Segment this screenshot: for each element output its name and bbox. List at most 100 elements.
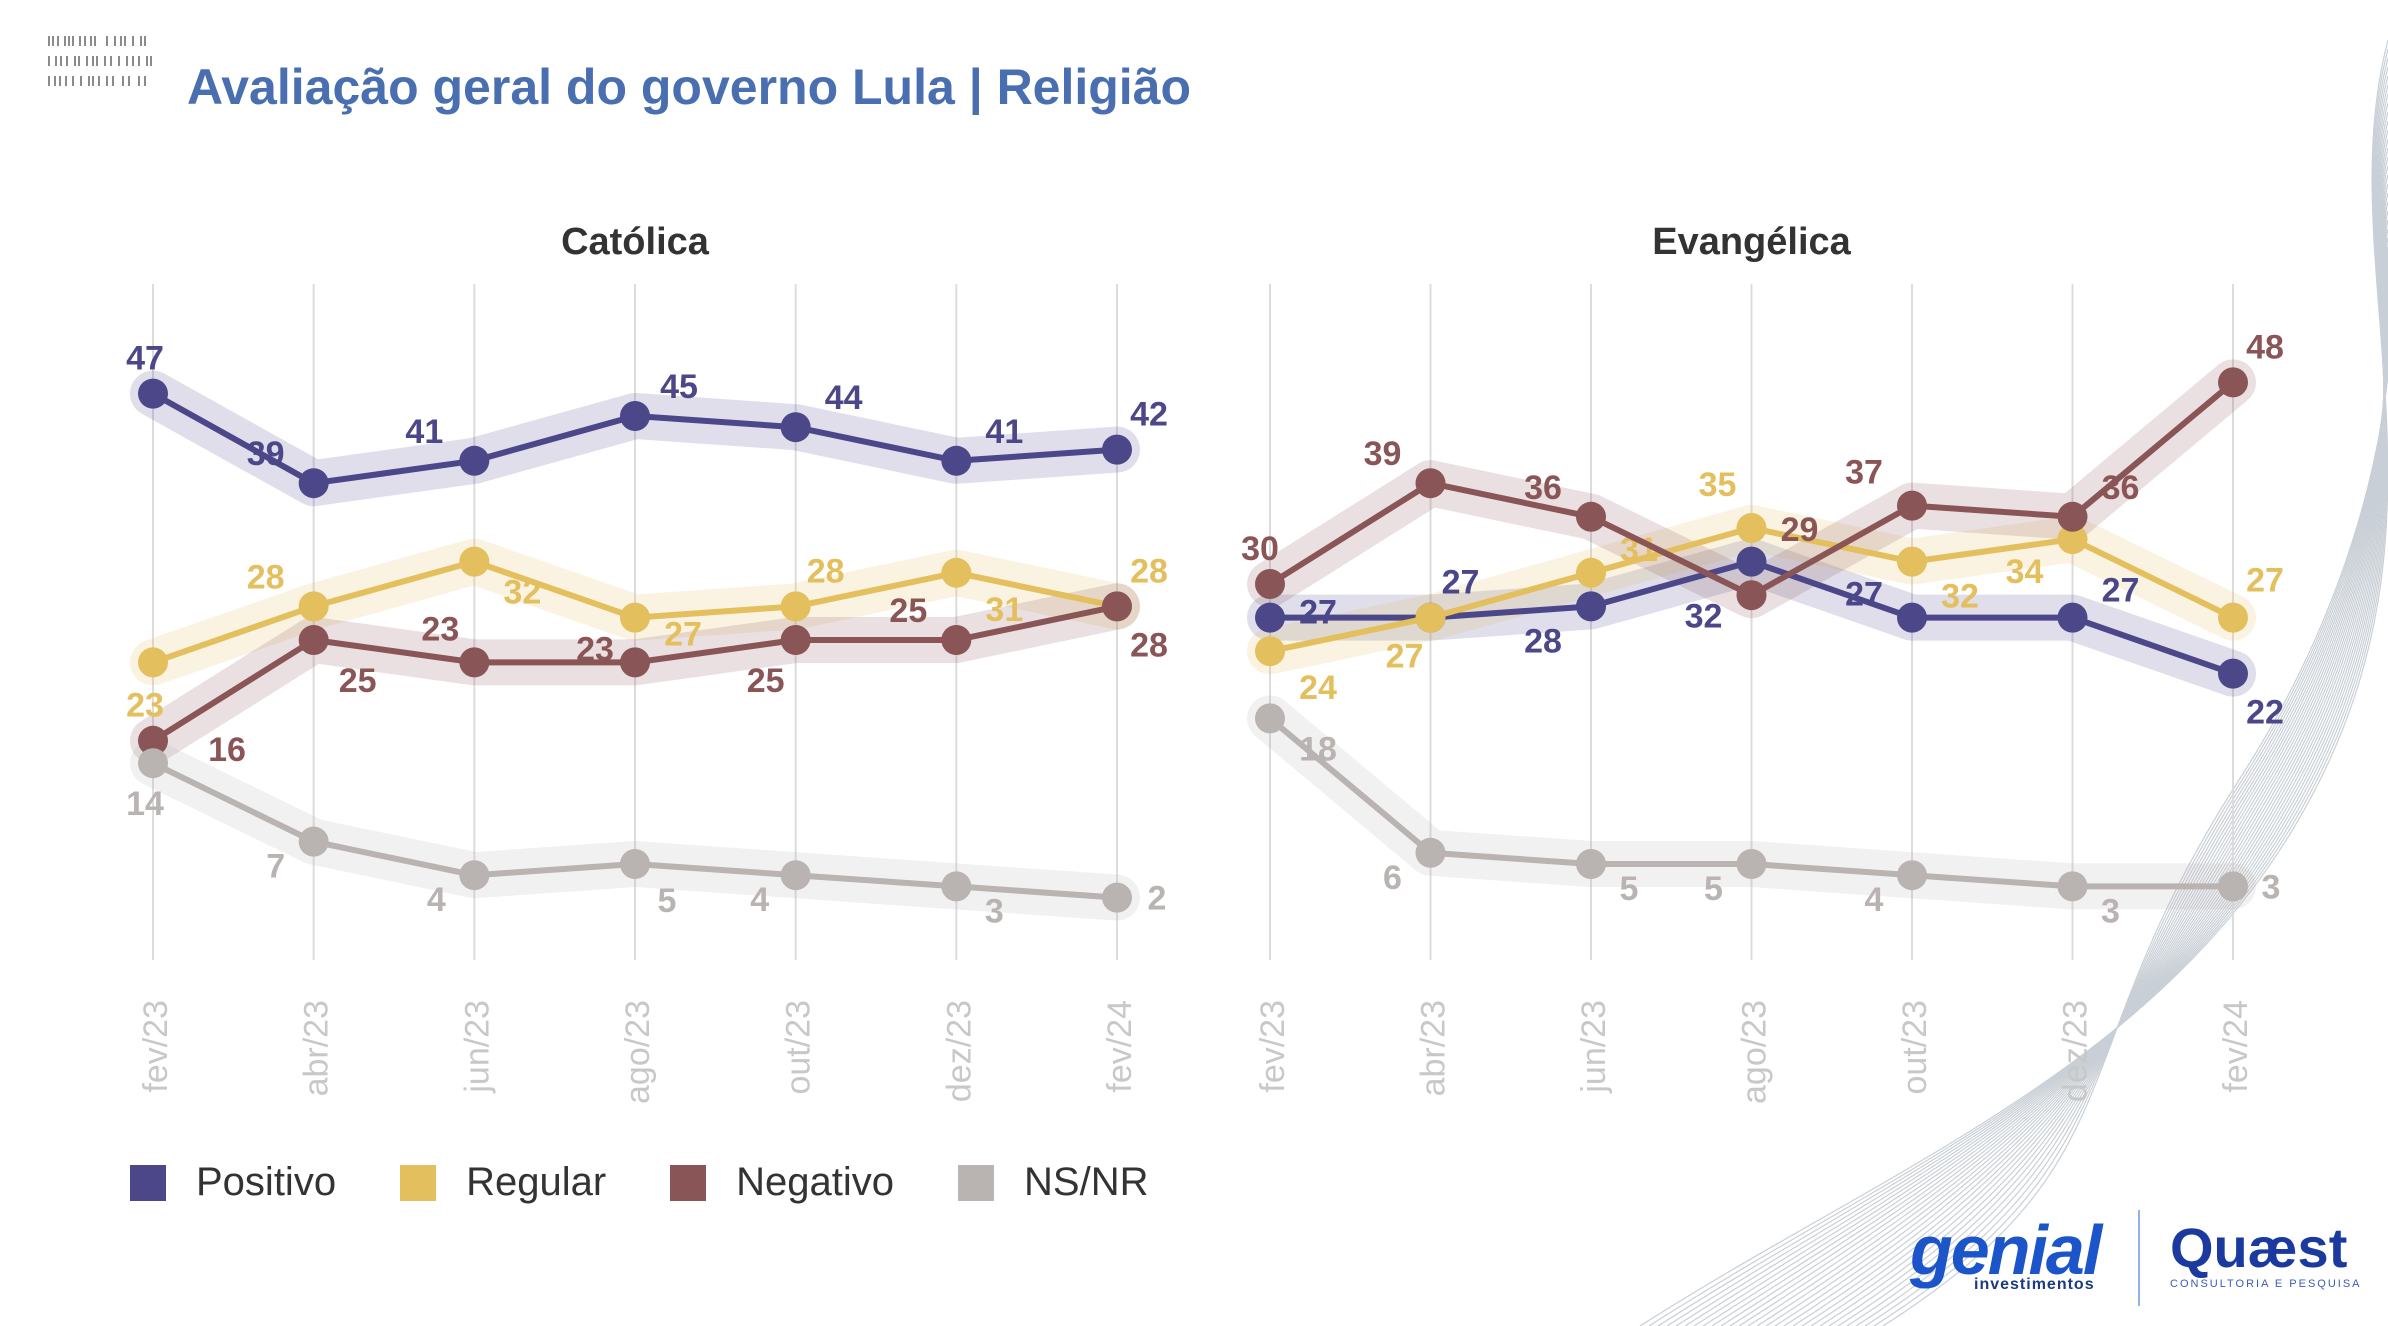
decorative-mark bbox=[126, 56, 128, 66]
data-label: 4 bbox=[750, 881, 769, 919]
decorative-mark bbox=[92, 76, 94, 86]
data-point bbox=[620, 849, 650, 879]
data-label: 4 bbox=[427, 881, 446, 919]
data-label: 47 bbox=[126, 340, 164, 378]
decorative-mark bbox=[128, 76, 130, 86]
data-label: 3 bbox=[2101, 892, 2120, 930]
legend-item-positivo: Positivo bbox=[130, 1160, 336, 1205]
legend-swatch-nsnr bbox=[958, 1164, 995, 1201]
decorative-wave-line bbox=[1882, 281, 2388, 1326]
data-point bbox=[459, 445, 490, 476]
decorative-mark bbox=[132, 56, 134, 66]
data-label: 5 bbox=[1620, 870, 1639, 908]
decorative-mark bbox=[68, 36, 70, 46]
x-tick-label: fev/23 bbox=[1254, 1000, 1292, 1093]
data-point bbox=[2218, 367, 2248, 398]
data-point bbox=[2057, 501, 2088, 532]
decorative-mark bbox=[120, 36, 122, 46]
decorative-mark bbox=[80, 76, 82, 86]
legend-label: Positivo bbox=[196, 1160, 337, 1204]
data-point bbox=[941, 445, 972, 476]
data-point bbox=[1255, 703, 1285, 734]
decorative-mark bbox=[66, 56, 68, 66]
data-label: 18 bbox=[1299, 730, 1337, 768]
data-label: 24 bbox=[1299, 669, 1337, 707]
data-point bbox=[138, 378, 168, 409]
data-point bbox=[1576, 557, 1606, 588]
decorative-mark bbox=[48, 76, 50, 86]
genial-logo: genial investimentos bbox=[1910, 1211, 2110, 1298]
x-tick-label: ago/23 bbox=[619, 1000, 657, 1104]
data-point bbox=[2218, 602, 2248, 633]
data-point bbox=[1736, 546, 1767, 577]
data-point bbox=[1576, 591, 1606, 622]
data-point bbox=[1736, 849, 1767, 879]
data-label: 23 bbox=[576, 630, 614, 668]
decorative-mark bbox=[65, 76, 67, 86]
data-label: 27 bbox=[1386, 638, 1424, 676]
decorative-wave-line bbox=[1846, 246, 2388, 1326]
decorative-mark bbox=[112, 76, 114, 86]
legend-item-nsnr: NS/NR bbox=[958, 1160, 1148, 1205]
decorative-mark bbox=[72, 36, 74, 46]
data-label: 39 bbox=[247, 435, 285, 473]
decorative-mark bbox=[138, 56, 140, 66]
data-label: 27 bbox=[2102, 572, 2140, 610]
data-point bbox=[2218, 871, 2248, 902]
data-point bbox=[298, 468, 329, 499]
x-tick-label: abr/23 bbox=[1415, 1000, 1453, 1096]
data-label: 3 bbox=[985, 892, 1004, 930]
decorative-mark bbox=[144, 76, 146, 86]
decorative-wave-line bbox=[1801, 201, 2388, 1326]
data-label: 28 bbox=[807, 552, 845, 590]
decorative-mark bbox=[55, 56, 57, 66]
data-label: 35 bbox=[1699, 466, 1737, 504]
data-label: 14 bbox=[126, 785, 164, 823]
x-tick-label: dez/23 bbox=[940, 1000, 978, 1102]
genial-logo-text: genial bbox=[1910, 1211, 2102, 1289]
data-label: 30 bbox=[1241, 530, 1279, 568]
data-label: 41 bbox=[405, 413, 443, 451]
decorative-mark bbox=[86, 56, 88, 66]
data-point bbox=[1255, 602, 1285, 633]
x-tick-label: fev/23 bbox=[137, 1000, 175, 1093]
data-point bbox=[298, 591, 329, 622]
legend-label: NS/NR bbox=[1024, 1160, 1149, 1204]
data-point bbox=[2057, 602, 2088, 633]
x-tick-label: out/23 bbox=[780, 1000, 818, 1095]
data-point bbox=[941, 557, 972, 588]
decorative-mark bbox=[150, 56, 152, 66]
decorative-mark bbox=[57, 36, 59, 46]
data-point bbox=[941, 871, 972, 902]
decorative-mark bbox=[64, 36, 66, 46]
genial-logo-subtitle: investimentos bbox=[1974, 1276, 2095, 1293]
data-label: 31 bbox=[985, 591, 1023, 629]
data-point bbox=[298, 826, 329, 857]
data-point bbox=[1736, 513, 1767, 543]
decorative-mark bbox=[74, 56, 76, 66]
data-point bbox=[459, 860, 490, 891]
data-point bbox=[1415, 602, 1446, 633]
decorative-mark bbox=[118, 56, 120, 66]
data-label: 4 bbox=[1865, 881, 1884, 919]
x-tick-label: jun/23 bbox=[458, 1000, 496, 1094]
data-label: 22 bbox=[2246, 694, 2284, 732]
decorative-mark bbox=[48, 56, 50, 66]
data-point bbox=[1897, 860, 1927, 891]
legend-swatch-negativo bbox=[670, 1164, 707, 1201]
data-label: 29 bbox=[1781, 511, 1819, 549]
data-point bbox=[620, 401, 650, 431]
chart-title: Evangélica bbox=[1652, 221, 1851, 263]
x-tick-label: jun/23 bbox=[1575, 1000, 1613, 1094]
x-tick-label: abr/23 bbox=[298, 1000, 336, 1096]
data-label: 36 bbox=[2102, 469, 2140, 507]
chart-panel-evangelica: Evangélica fev/23 abr/23 jun/23 ago/23 out/23… bbox=[1241, 221, 2284, 1104]
data-label: 41 bbox=[985, 413, 1023, 451]
decorative-mark bbox=[60, 56, 62, 66]
legend-swatch-positivo bbox=[130, 1164, 166, 1201]
data-label: 36 bbox=[1524, 469, 1562, 507]
decorative-wave-line bbox=[1792, 192, 2388, 1326]
data-point bbox=[1897, 546, 1927, 577]
data-label: 45 bbox=[660, 368, 698, 406]
